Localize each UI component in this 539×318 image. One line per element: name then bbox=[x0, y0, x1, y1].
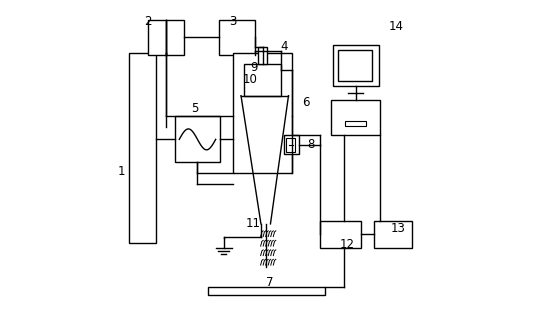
Text: 3: 3 bbox=[230, 15, 237, 28]
Text: 1: 1 bbox=[118, 165, 125, 178]
Text: 10: 10 bbox=[243, 73, 257, 86]
Text: 9: 9 bbox=[251, 61, 258, 74]
Bar bbox=[148, 20, 184, 54]
Bar bbox=[331, 100, 381, 135]
Text: 6: 6 bbox=[302, 95, 310, 108]
Bar bbox=[345, 121, 366, 126]
Bar bbox=[129, 53, 156, 243]
Bar bbox=[286, 138, 295, 152]
Bar bbox=[337, 50, 372, 81]
Text: 12: 12 bbox=[340, 238, 355, 251]
Bar bbox=[333, 45, 379, 86]
Bar bbox=[320, 221, 361, 248]
Text: 8: 8 bbox=[307, 138, 314, 151]
Bar bbox=[233, 53, 292, 173]
Bar bbox=[258, 47, 267, 64]
Text: 14: 14 bbox=[389, 19, 404, 32]
Text: 5: 5 bbox=[191, 102, 199, 115]
Bar bbox=[175, 116, 220, 162]
Bar bbox=[374, 221, 412, 248]
Bar bbox=[219, 20, 255, 54]
Text: 2: 2 bbox=[144, 15, 151, 28]
Text: 4: 4 bbox=[280, 40, 287, 53]
Text: 13: 13 bbox=[390, 222, 405, 235]
Text: 11: 11 bbox=[246, 218, 260, 231]
Bar bbox=[284, 135, 299, 154]
Text: 7: 7 bbox=[266, 276, 273, 289]
Bar bbox=[208, 287, 325, 294]
Bar bbox=[244, 64, 281, 96]
